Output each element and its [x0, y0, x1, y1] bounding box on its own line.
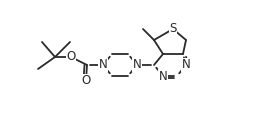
Text: N: N	[159, 69, 167, 82]
Text: O: O	[66, 50, 76, 64]
Text: N: N	[182, 59, 190, 72]
Text: O: O	[81, 74, 91, 87]
Text: N: N	[133, 59, 141, 72]
Text: N: N	[99, 59, 107, 72]
Text: S: S	[169, 22, 177, 35]
